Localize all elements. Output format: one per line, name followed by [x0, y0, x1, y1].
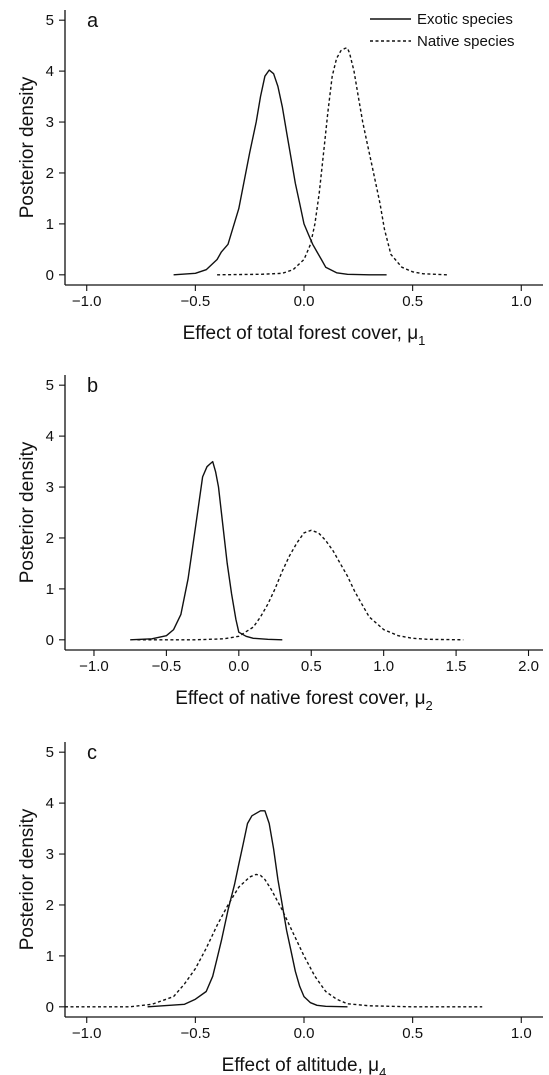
series-line-native	[137, 529, 464, 641]
y-tick-label: 3	[46, 114, 54, 131]
y-tick-label: 3	[46, 846, 54, 863]
y-tick-label: 4	[46, 795, 54, 812]
legend-label-exotic: Exotic species	[417, 11, 513, 28]
y-tick-label: 5	[46, 377, 54, 394]
y-axis-label: Posterior density	[17, 441, 38, 583]
x-tick-label: 1.0	[511, 1025, 532, 1042]
x-axis-label: Effect of native forest cover, μ2	[175, 688, 433, 713]
x-tick-label: −1.0	[72, 293, 102, 310]
panel-letter: c	[87, 742, 97, 764]
x-tick-label: 0.5	[402, 293, 423, 310]
y-tick-label: 5	[46, 12, 54, 29]
y-tick-label: 2	[46, 165, 54, 182]
legend-label-native: Native species	[417, 33, 515, 50]
y-tick-label: 1	[46, 581, 54, 598]
x-tick-label: 0.0	[294, 293, 315, 310]
panel-b: 0 1 2 3 4 5 −1.0 −0.5 0.0 0.5 1.0 1.5 2.0 b Posterior …	[17, 375, 543, 713]
legend: Exotic species Native species	[370, 11, 515, 50]
x-tick-label: −0.5	[181, 293, 211, 310]
y-tick-label: 1	[46, 948, 54, 965]
panel-letter: a	[87, 10, 99, 32]
series-line-native	[65, 873, 483, 1008]
x-tick-label: −1.0	[79, 658, 109, 675]
y-tick-label: 4	[46, 428, 54, 445]
y-tick-label: 1	[46, 216, 54, 233]
series-line-exotic	[130, 460, 283, 641]
x-tick-label: −0.5	[152, 658, 182, 675]
y-tick-label: 0	[46, 632, 54, 649]
y-tick-label: 2	[46, 897, 54, 914]
series-line-exotic	[147, 810, 348, 1008]
y-axis-label: Posterior density	[17, 808, 38, 950]
series-line-exotic	[173, 69, 387, 276]
x-axis-label: Effect of total forest cover, μ1	[183, 323, 426, 348]
x-tick-label: 0.0	[228, 658, 249, 675]
x-axis-label: Effect of altitude, μ4	[222, 1055, 387, 1075]
panel-a: 0 1 2 3 4 5 −1.0 −0.5 0.0 0.5 1.0 a Posterior densit…	[17, 10, 543, 348]
panel-c: 0 1 2 3 4 5 −1.0 −0.5 0.0 0.5 1.0 c Posterior densit…	[17, 742, 543, 1075]
y-axis-label: Posterior density	[17, 76, 38, 218]
x-tick-label: −0.5	[181, 1025, 211, 1042]
series-line-native	[217, 47, 448, 276]
x-tick-label: 0.5	[301, 658, 322, 675]
x-tick-label: 0.0	[294, 1025, 315, 1042]
y-tick-label: 3	[46, 479, 54, 496]
x-tick-label: 0.5	[402, 1025, 423, 1042]
x-tick-label: 2.0	[518, 658, 539, 675]
y-tick-label: 5	[46, 744, 54, 761]
y-tick-label: 2	[46, 530, 54, 547]
y-tick-label: 0	[46, 999, 54, 1016]
x-tick-label: 1.5	[446, 658, 467, 675]
panel-letter: b	[87, 375, 98, 397]
y-tick-label: 0	[46, 267, 54, 284]
x-tick-label: 1.0	[373, 658, 394, 675]
x-tick-label: 1.0	[511, 293, 532, 310]
x-tick-label: −1.0	[72, 1025, 102, 1042]
y-tick-label: 4	[46, 63, 54, 80]
